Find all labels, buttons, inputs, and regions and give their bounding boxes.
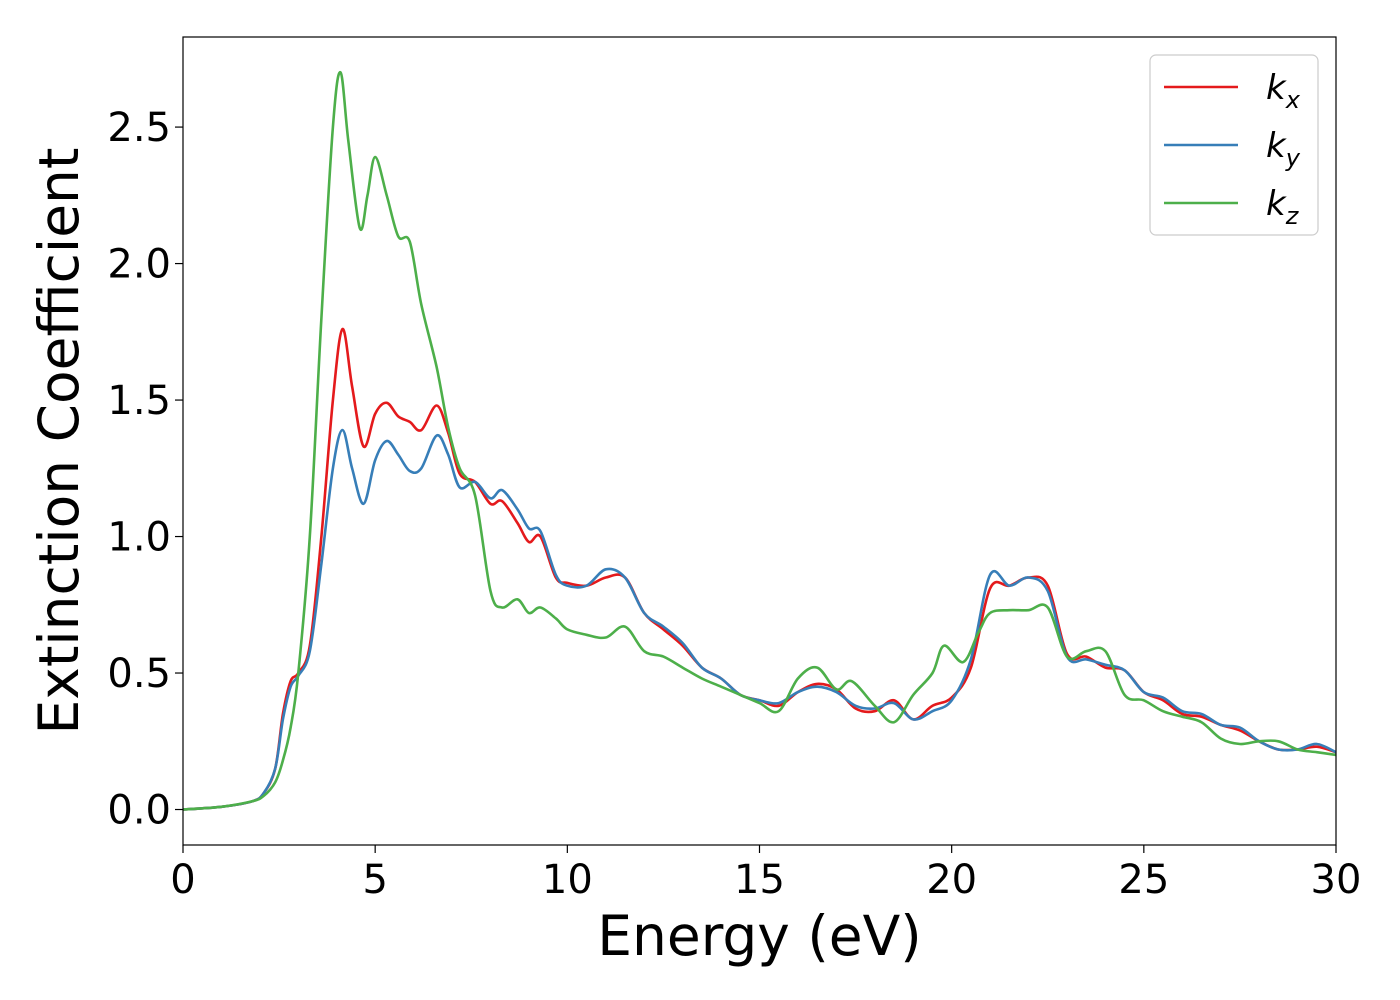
x-tick-label: 15 <box>734 857 785 903</box>
x-axis: 0 5 10 15 20 25 30 <box>170 845 1361 903</box>
y-tick-label: 2.0 <box>107 242 171 288</box>
y-tick-label: 0.5 <box>107 651 171 697</box>
x-tick-label: 30 <box>1311 857 1362 903</box>
x-tick-label: 5 <box>362 857 387 903</box>
y-tick-label: 1.0 <box>107 515 171 561</box>
x-tick-label: 10 <box>542 857 593 903</box>
x-axis-title: Energy (eV) <box>597 904 921 968</box>
y-tick-label: 0.0 <box>107 788 171 834</box>
x-tick-label: 25 <box>1118 857 1169 903</box>
x-tick-label: 20 <box>926 857 977 903</box>
x-tick-label: 0 <box>170 857 195 903</box>
series-line-x <box>183 329 1336 809</box>
y-tick-label: 2.5 <box>107 105 171 151</box>
y-tick-label: 1.5 <box>107 378 171 424</box>
y-axis: 0.0 0.5 1.0 1.5 2.0 2.5 <box>107 105 183 833</box>
series-line-y <box>183 430 1336 809</box>
y-axis-title: Extinction Coefficient <box>27 148 91 735</box>
